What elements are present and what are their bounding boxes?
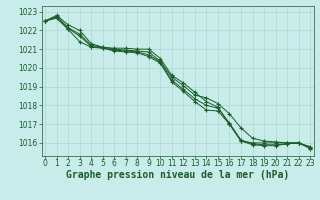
X-axis label: Graphe pression niveau de la mer (hPa): Graphe pression niveau de la mer (hPa) bbox=[66, 170, 289, 180]
